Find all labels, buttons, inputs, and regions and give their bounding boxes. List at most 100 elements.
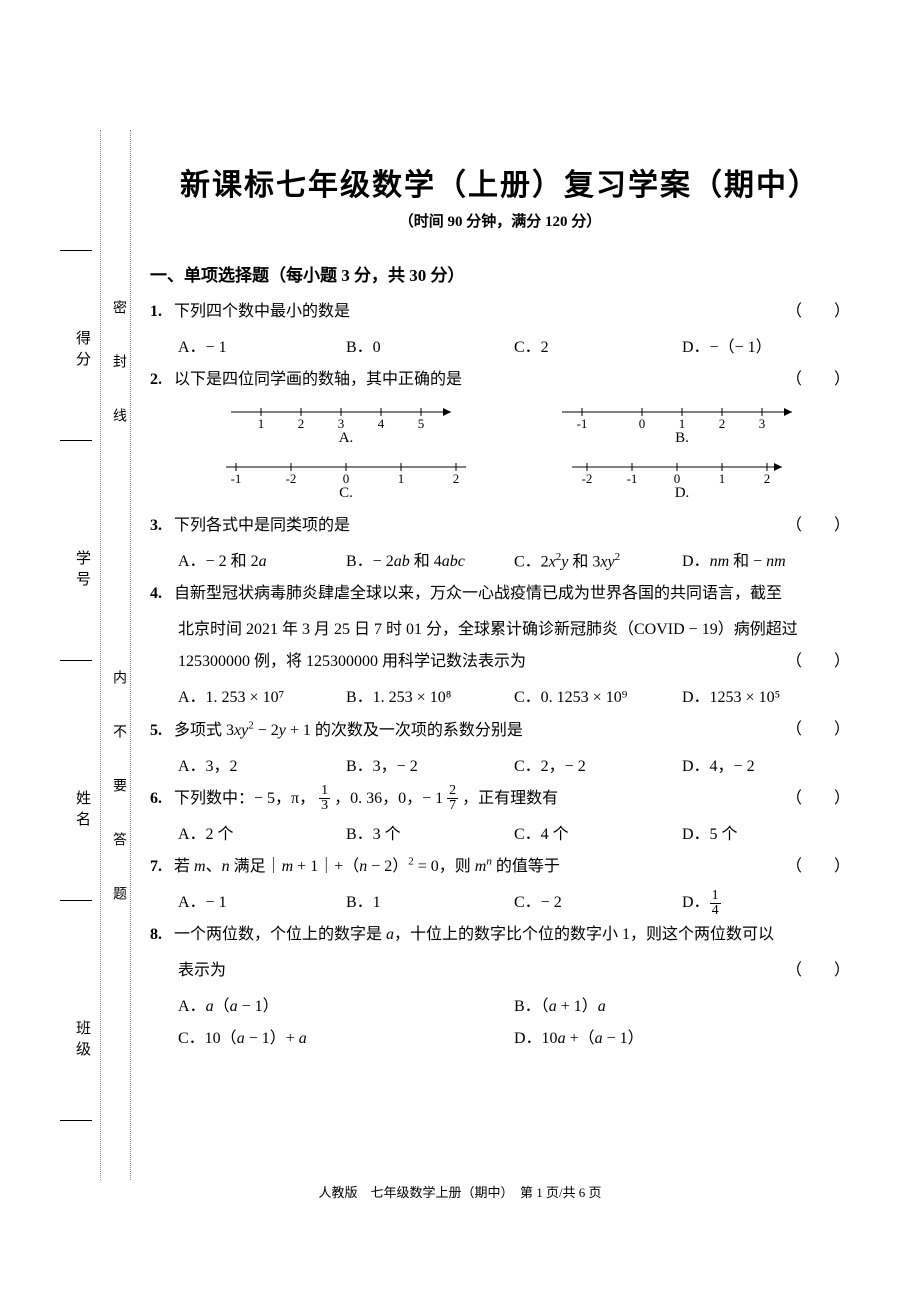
answer-paren: （ ） [786, 646, 850, 678]
margin-studentno-label: 学号 [72, 550, 93, 592]
question-8: 8. 一个两位数，个位上的数字是 a，十位上的数字比个位的数字小 1，则这个两位… [150, 919, 850, 951]
margin-name-label: 姓名 [72, 790, 93, 832]
svg-text:-1: -1 [577, 416, 588, 430]
q4-opt-a: A．1. 253 × 10⁷ [178, 682, 346, 714]
svg-text:1: 1 [719, 471, 726, 485]
q1-opt-b: B．0 [346, 332, 514, 364]
q8-options-row1: A．a（a − 1） B．（a + 1）a [150, 991, 850, 1023]
q4-opt-b: B．1. 253 × 10⁸ [346, 682, 514, 714]
q8-opt-a: A．a（a − 1） [178, 991, 514, 1023]
margin-rule [60, 440, 92, 441]
q2-axis-a: 12345 A. [178, 400, 514, 453]
binding-margin: 得分 学号 姓名 班级 密封线 内不要答题 [60, 130, 140, 1180]
q6-mid: ，0. 36，0，− 1 [334, 790, 443, 807]
svg-text:2: 2 [764, 471, 771, 485]
question-3: 3. 下列各式中是同类项的是 （ ） [150, 510, 850, 542]
question-1: 1. 下列四个数中最小的数是 （ ） [150, 296, 850, 328]
question-4: 4. 自新型冠状病毒肺炎肆虐全球以来，万众一心战疫情已成为世界各国的共同语言，截… [150, 578, 850, 610]
q2-stem: 以下是四位同学画的数轴，其中正确的是 [174, 371, 462, 388]
svg-text:2: 2 [298, 416, 305, 430]
q4-options: A．1. 253 × 10⁷ B．1. 253 × 10⁸ C．0. 1253 … [150, 682, 850, 714]
answer-paren: （ ） [786, 955, 850, 987]
margin-seal-text: 密封线 [108, 300, 128, 462]
q2-axis-c: -1 -2 0 1 2 C. [178, 455, 514, 508]
q6-pre: 下列数中：− 5，π， [174, 790, 315, 807]
page-footer: 人教版 七年级数学上册（期中） 第 1 页/共 6 页 [0, 1182, 920, 1201]
answer-paren: （ ） [786, 510, 850, 542]
q2-label-a: A. [178, 430, 514, 447]
q5-opt-b: B．3，− 2 [346, 751, 514, 783]
q2-axis-b: -10123 B. [514, 400, 850, 453]
q4-opt-d: D．1253 × 10⁵ [682, 682, 850, 714]
q2-row2: -1 -2 0 1 2 C. -2 -1 0 1 2 D. [150, 455, 850, 508]
answer-paren: （ ） [786, 296, 850, 328]
q1-opt-c: C．2 [514, 332, 682, 364]
section-heading: 一、单项选择题（每小题 3 分，共 30 分） [150, 261, 850, 286]
frac-1-4: 14 [710, 889, 721, 918]
svg-text:2: 2 [453, 471, 460, 485]
svg-text:2: 2 [719, 416, 726, 430]
q5-opt-c: C．2，− 2 [514, 751, 682, 783]
svg-text:4: 4 [378, 416, 385, 430]
q6-opt-a: A．2 个 [178, 819, 346, 851]
q3-options: A．− 2 和 2a B．− 2ab 和 4abc C．2x2y 和 3xy2 … [150, 546, 850, 578]
q8-opt-d: D．10a +（a − 1） [514, 1023, 850, 1055]
frac-1-3: 13 [319, 784, 330, 813]
q8-options-row2: C．10（a − 1）+ a D．10a +（a − 1） [150, 1023, 850, 1055]
q4-line3-row: 125300000 例，将 125300000 用科学记数法表示为 （ ） [150, 646, 850, 678]
page-title: 新课标七年级数学（上册）复习学案（期中） [150, 160, 850, 204]
question-2: 2. 以下是四位同学画的数轴，其中正确的是 （ ） [150, 364, 850, 396]
question-5: 5. 多项式 3xy2 − 2y + 1 的次数及一次项的系数分别是 （ ） [150, 714, 850, 746]
q7-opt-b: B．1 [346, 887, 514, 919]
q2-label-c: C. [178, 485, 514, 502]
margin-seal-text-2: 内不要答题 [108, 670, 128, 940]
answer-paren: （ ） [786, 851, 850, 883]
margin-rule [60, 250, 92, 251]
q7-opt-a: A．− 1 [178, 887, 346, 919]
q7-stem: 若 m、n 满足｜m + 1｜+（n − 2）2 = 0，则 mn 的值等于 [174, 858, 560, 875]
q4-line2: 北京时间 2021 年 3 月 25 日 7 时 01 分，全球累计确诊新冠肺炎… [150, 614, 850, 646]
margin-rule [60, 1120, 92, 1121]
q7-d-pre: D． [682, 894, 710, 911]
svg-text:-2: -2 [286, 471, 297, 485]
svg-text:3: 3 [759, 416, 766, 430]
q6-options: A．2 个 B．3 个 C．4 个 D．5 个 [150, 819, 850, 851]
svg-text:-1: -1 [231, 471, 242, 485]
q6-number: 6. [150, 790, 162, 807]
q8-line1: 一个两位数，个位上的数字是 a，十位上的数字比个位的数字小 1，则这个两位数可以 [174, 926, 774, 943]
q1-opt-d: D．−（− 1） [682, 332, 850, 364]
svg-text:0: 0 [674, 471, 681, 485]
q4-line1: 自新型冠状病毒肺炎肆虐全球以来，万众一心战疫情已成为世界各国的共同语言，截至 [174, 585, 782, 602]
q6-post: ，正有理数有 [462, 790, 558, 807]
frac-2-7: 27 [447, 784, 458, 813]
svg-text:0: 0 [639, 416, 646, 430]
q7-opt-d: D．14 [682, 887, 850, 919]
q6-opt-d: D．5 个 [682, 819, 850, 851]
svg-text:3: 3 [338, 416, 345, 430]
margin-rule [60, 660, 92, 661]
q1-options: A．− 1 B．0 C．2 D．−（− 1） [150, 332, 850, 364]
q3-opt-c: C．2x2y 和 3xy2 [514, 546, 682, 578]
svg-text:-2: -2 [582, 471, 593, 485]
q6-opt-b: B．3 个 [346, 819, 514, 851]
q2-label-b: B. [514, 430, 850, 447]
q8-number: 8. [150, 926, 162, 943]
q5-options: A．3，2 B．3，− 2 C．2，− 2 D．4，− 2 [150, 751, 850, 783]
q2-label-d: D. [514, 485, 850, 502]
q8-line2: 表示为 [178, 962, 226, 979]
q5-number: 5. [150, 722, 162, 739]
q8-line2-row: 表示为 （ ） [150, 955, 850, 987]
q1-stem: 下列四个数中最小的数是 [174, 303, 350, 320]
svg-text:0: 0 [343, 471, 350, 485]
q4-opt-c: C．0. 1253 × 10⁹ [514, 682, 682, 714]
answer-paren: （ ） [786, 783, 850, 815]
margin-score-label: 得分 [72, 330, 93, 372]
q2-number: 2. [150, 371, 162, 388]
q3-opt-d: D．nm 和 − nm [682, 546, 850, 578]
q1-opt-a: A．− 1 [178, 332, 346, 364]
svg-text:1: 1 [398, 471, 405, 485]
page-subtitle: （时间 90 分钟，满分 120 分） [150, 210, 850, 231]
q3-opt-b: B．− 2ab 和 4abc [346, 546, 514, 578]
q3-opt-a: A．− 2 和 2a [178, 546, 346, 578]
page-body: 新课标七年级数学（上册）复习学案（期中） （时间 90 分钟，满分 120 分）… [150, 120, 850, 1055]
